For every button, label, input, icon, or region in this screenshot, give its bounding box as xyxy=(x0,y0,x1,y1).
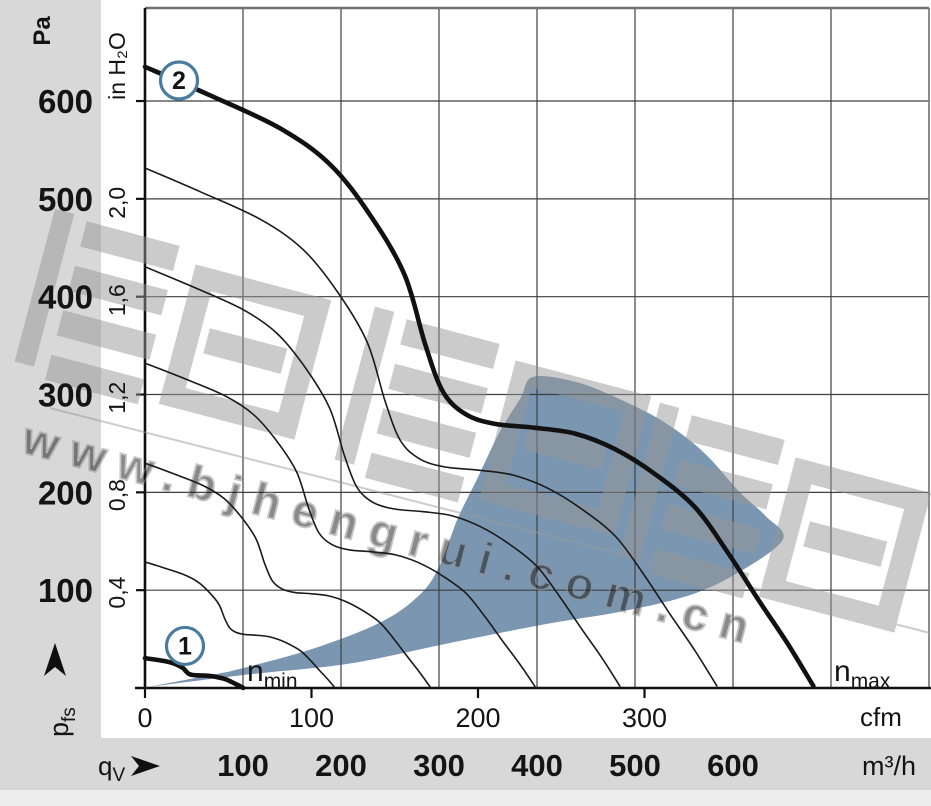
inh2o-tick-label: 2,0 xyxy=(104,187,130,219)
qv-arrow-icon xyxy=(131,756,160,776)
watermark-glyph-stroke xyxy=(14,208,75,367)
watermark-glyph-stroke xyxy=(44,354,145,405)
watermark-glyph-stroke xyxy=(376,408,477,458)
cfm-tick-label: 100 xyxy=(289,703,334,733)
watermark-glyph-stroke xyxy=(790,457,931,515)
m3h-tick-label: 200 xyxy=(315,748,367,783)
pfs-pressure-symbol: pfs xyxy=(44,707,80,737)
inh2o-tick-label: 1,2 xyxy=(104,382,130,414)
pa-tick-label: 600 xyxy=(38,83,93,120)
nmax-subscript: max xyxy=(851,670,891,693)
watermark-glyph-stroke xyxy=(388,363,488,414)
watermark-glyph-stroke xyxy=(334,306,395,465)
tick-labels-layer: 600 500 400 300 200 100 2,0 1,6 1,2 0,8 0,4 0 100 200… xyxy=(38,83,759,783)
pfs-arrow-icon xyxy=(44,643,66,676)
watermark-glyph-stroke xyxy=(400,319,500,369)
watermark-glyph-stroke xyxy=(56,310,157,360)
pa-tick-label: 400 xyxy=(38,279,93,316)
nmin-curve xyxy=(142,655,246,691)
bottom-axis-band xyxy=(101,738,931,790)
curve-marker-number: 1 xyxy=(178,632,192,660)
watermark-glyph-stroke xyxy=(758,575,900,633)
inh2o-unit-label: in H₂O xyxy=(104,32,130,100)
watermark-glyph-stroke xyxy=(80,221,180,271)
nmax-label: nmax xyxy=(834,655,891,693)
watermark-glyph-stroke xyxy=(68,265,168,316)
cfm-unit-label: cfm xyxy=(860,702,902,732)
watermark-glyph-stroke xyxy=(158,264,217,410)
curve-marker-number: 2 xyxy=(172,67,186,95)
nmax-base: n xyxy=(834,655,851,688)
m3h-tick-label: 600 xyxy=(707,748,759,783)
m3h-unit-label: m³/h xyxy=(862,751,916,781)
watermark-glyph-stroke xyxy=(649,548,750,599)
qv-flow-symbol: qV xyxy=(98,751,125,786)
curves-layer xyxy=(142,64,816,691)
watermark-glyph-stroke xyxy=(364,452,465,503)
inh2o-tick-label: 0,8 xyxy=(104,479,130,511)
speed-curve xyxy=(144,561,336,689)
pa-tick-label: 300 xyxy=(38,377,93,414)
pa-tick-label: 200 xyxy=(38,474,93,511)
nmin-subscript: min xyxy=(264,670,298,693)
pfs-base: p xyxy=(44,722,74,737)
speed-curve xyxy=(144,362,536,688)
cfm-tick-label: 300 xyxy=(622,703,667,733)
watermark-glyph-stroke xyxy=(619,402,680,561)
m3h-tick-label: 400 xyxy=(511,748,563,783)
inh2o-tick-label: 1,6 xyxy=(104,284,130,316)
watermark-glyph-stroke xyxy=(478,478,620,536)
qv-base: q xyxy=(98,751,112,781)
watermark-glyph-stroke xyxy=(510,360,652,418)
pa-tick-label: 100 xyxy=(38,572,93,609)
watermark-glyph-stroke xyxy=(685,415,785,465)
watermark-glyph-stroke xyxy=(523,424,608,470)
pa-tick-label: 500 xyxy=(38,181,93,218)
m3h-tick-label: 500 xyxy=(609,748,661,783)
cfm-tick-label: 200 xyxy=(455,703,500,733)
watermark-glyph xyxy=(14,208,180,405)
watermark-glyph xyxy=(334,306,500,503)
watermark-glyph-stroke xyxy=(190,264,332,322)
watermark-glyph-stroke xyxy=(203,328,288,374)
inh2o-tick-label: 0,4 xyxy=(104,576,130,608)
curve-number-markers: 21 xyxy=(158,60,206,667)
pa-unit-label: Pa xyxy=(29,16,56,46)
watermark-glyph-stroke xyxy=(593,390,652,536)
watermark-glyph-stroke xyxy=(673,459,773,510)
curve-marker-circle xyxy=(158,60,200,101)
speed-curve xyxy=(144,266,621,688)
watermark-glyph-stroke xyxy=(758,457,817,603)
cfm-tick-label: 0 xyxy=(137,703,152,733)
nmax-curve xyxy=(142,64,816,689)
nmin-base: n xyxy=(247,655,264,688)
watermark-glyph xyxy=(758,457,931,633)
speed-curve xyxy=(144,462,432,688)
watermark-glyph-stroke xyxy=(803,521,888,567)
bottom-strip xyxy=(0,790,931,806)
watermark-glyph-stroke xyxy=(273,294,332,440)
nmin-label: nmin xyxy=(247,655,298,693)
curve-marker-circle xyxy=(164,625,206,667)
watermark-glyph xyxy=(478,360,652,536)
qv-subscript: V xyxy=(112,765,125,786)
pfs-subscript: fs xyxy=(59,707,80,722)
watermark-glyph-stroke xyxy=(478,360,537,506)
m3h-tick-label: 300 xyxy=(413,748,465,783)
speed-curve xyxy=(144,167,718,687)
m3h-tick-label: 100 xyxy=(217,748,269,783)
watermark-glyph-stroke xyxy=(873,487,931,633)
